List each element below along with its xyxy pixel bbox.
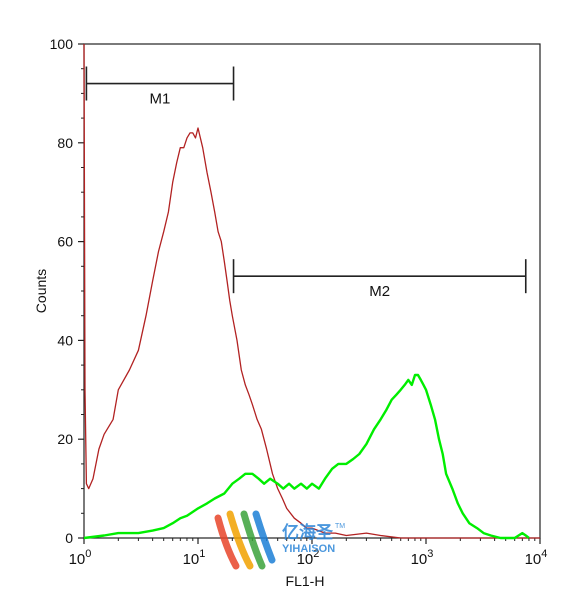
y-axis: 0 20 40 60 80 100 [50,36,84,546]
x-axis: 100 101 102 103 104 [69,538,548,568]
x-tick-label: 104 [525,548,548,568]
yihaison-logo: 亿海圣 TM YIHAISON [214,510,345,570]
y-tick-label: 80 [57,135,73,151]
x-tick-label: 103 [411,548,434,568]
marker-label: M1 [150,91,171,108]
y-tick-label: 20 [57,431,73,447]
y-tick-label: 40 [57,332,73,348]
logo-chinese-name: 亿海圣 [282,522,334,543]
series-1-histogram [83,43,540,539]
series-layer [83,43,540,540]
y-tick-label: 0 [65,530,73,546]
marker-m2: M2 [232,259,527,300]
x-tick-label: 102 [297,548,320,568]
logo-latin-name: YIHAISON [282,543,335,555]
marker-layer: M1 M2 [85,66,527,300]
logo-wave-mark [214,510,276,570]
plot-frame [83,43,541,539]
x-tick-label: 101 [183,548,206,568]
series-2-histogram [83,373,530,540]
y-tick-label: 60 [57,234,73,250]
x-axis-label: FL1-H [286,573,325,589]
x-tick-label: 100 [69,548,92,568]
marker-m1: M1 [85,66,235,108]
y-tick-label: 100 [50,36,74,52]
logo-trademark: TM [335,523,345,530]
y-axis-label: Counts [33,269,49,313]
marker-label: M2 [369,283,390,300]
